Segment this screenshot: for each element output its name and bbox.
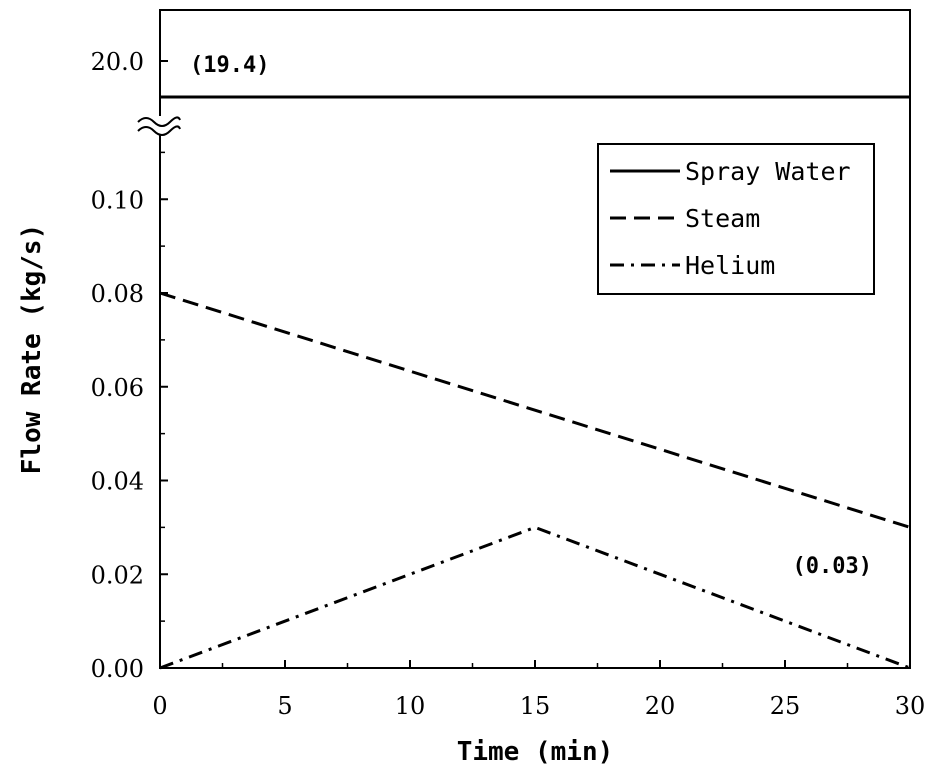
series-layer [159,95,911,670]
annotation-label: (0.03) [793,554,872,579]
y-tick-label: 0.04 [91,468,144,496]
y-tick-label: 0.06 [91,374,144,402]
y-axis-label: Flow Rate (kg/s) [17,224,47,474]
legend-label-steam: Steam [685,204,760,233]
y-tick-label: 0.10 [91,186,144,214]
axis-break-gap [136,116,176,134]
x-tick-label: 10 [395,692,426,720]
legend-label-helium: Helium [685,251,775,280]
series-line-steam [159,291,911,529]
legend-label-spray-water: Spray Water [685,157,851,186]
annotation-label: (19.4) [190,53,269,78]
x-axis-label: Time (min) [457,737,614,767]
series-line-helium [159,525,911,670]
x-tick-label: 0 [152,692,167,720]
annotations: (19.4) (0.03) [190,53,872,579]
legend: Spray Water Steam Helium [597,143,875,295]
axis-break-line-top [137,116,181,127]
x-tick-label: 5 [277,692,292,720]
x-tick-label: 15 [520,692,551,720]
y-tick-label: 0.00 [91,655,144,683]
x-tick-label: 20 [645,692,676,720]
x-tick-label: 30 [895,692,926,720]
y-tick-label: 0.02 [91,561,144,589]
y-tick-label-upper: 20.0 [91,48,144,76]
y-axis-ticks: 0.00 0.02 0.04 0.06 0.08 0.10 20.0 [91,48,168,683]
axis-break-mark [136,116,181,136]
axis-break-line-bottom [137,125,181,136]
x-axis-ticks: 0 5 10 15 20 25 30 [152,660,925,720]
x-tick-label: 25 [770,692,801,720]
y-tick-label: 0.08 [91,280,144,308]
